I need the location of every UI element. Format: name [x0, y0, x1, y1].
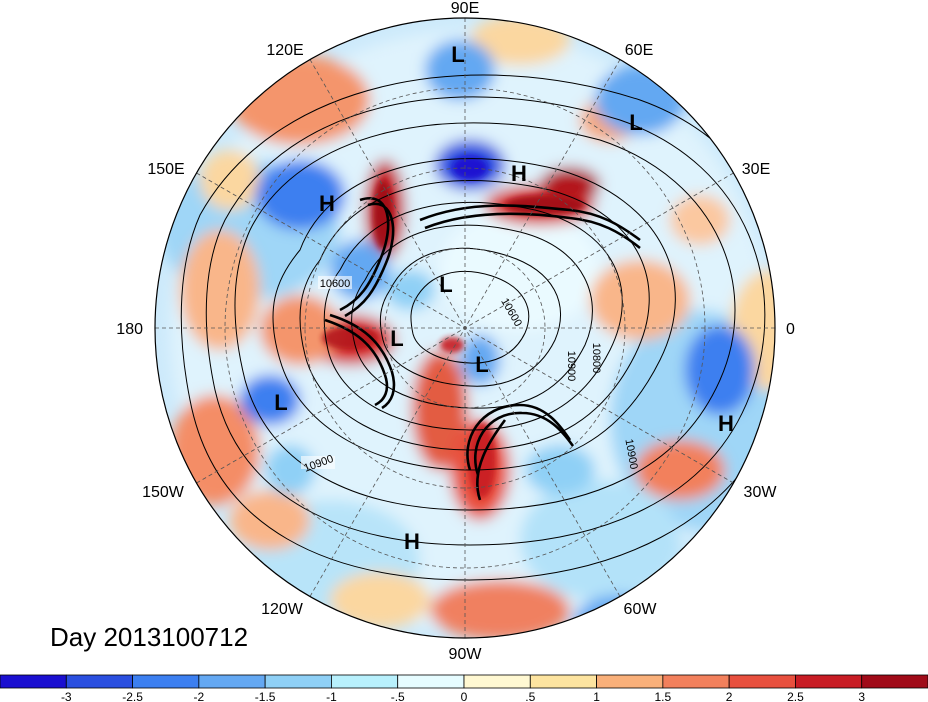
pressure-center-high: H	[511, 161, 527, 186]
colorbar-swatch	[728, 674, 796, 689]
colorbar-swatch	[662, 674, 730, 689]
colorbar-tick-label: 3	[858, 690, 865, 702]
colorbar-swatch	[0, 674, 67, 689]
jet-contours	[324, 197, 641, 501]
pressure-centers: L L H H L L L L H H	[274, 42, 734, 554]
longitude-labels: 90E 60E 30E 0 30W 60W 90W 120W 150W 180 …	[116, 0, 795, 663]
pressure-center-high: H	[319, 191, 335, 216]
colorbar-swatch	[463, 674, 531, 689]
lon-label-150w: 150W	[142, 484, 185, 501]
lon-label-30e: 30E	[742, 161, 770, 178]
contour-label: 10800	[590, 343, 602, 374]
colorbar-tick-label: .5	[525, 690, 535, 702]
colorbar-tick-label: 2.5	[787, 690, 804, 702]
colorbar-swatch	[65, 674, 133, 689]
graticule	[155, 18, 775, 638]
lon-label-0: 0	[786, 321, 795, 338]
colorbar-swatch	[397, 674, 465, 689]
colorbar-tick-label: 0	[461, 690, 468, 702]
contour-label: 10900	[622, 438, 639, 470]
pressure-center-high: H	[718, 411, 734, 436]
colorbar-tick-label: -.5	[391, 690, 405, 702]
lon-label-60w: 60W	[624, 601, 658, 618]
lon-label-150e: 150E	[147, 161, 184, 178]
colorbar-swatch	[596, 674, 664, 689]
pressure-center-low: L	[629, 110, 642, 135]
colorbar-tick-label: -1.5	[255, 690, 276, 702]
colorbar-tick-label: 2	[726, 690, 733, 702]
map-border	[154, 17, 776, 639]
colorbar-swatch	[529, 674, 597, 689]
lon-label-90w: 90W	[449, 646, 483, 663]
lon-label-120e: 120E	[266, 42, 303, 59]
contour-label: 10900	[565, 351, 577, 382]
colorbar-swatch	[132, 674, 200, 689]
day-title: Day 2013100712	[50, 622, 248, 652]
colorbar-swatch	[795, 674, 863, 689]
pressure-center-low: L	[274, 390, 287, 415]
colorbar-tick-label: 1.5	[655, 690, 672, 702]
colorbar: -3 -2.5 -2 -1.5 -1 -.5 0 .5 1 1.5 2 2.5 3	[0, 674, 928, 702]
lon-label-60e: 60E	[625, 42, 653, 59]
lon-label-180: 180	[116, 321, 143, 338]
lon-label-90e: 90E	[451, 0, 479, 17]
colorbar-swatches	[0, 674, 928, 689]
colorbar-tick-label: 1	[593, 690, 600, 702]
colorbar-labels: -3 -2.5 -2 -1.5 -1 -.5 0 .5 1 1.5 2 2.5 3	[61, 690, 865, 702]
colorbar-swatch	[331, 674, 399, 689]
anomaly-field	[155, 18, 775, 638]
polar-map	[154, 17, 776, 639]
pressure-center-low: L	[390, 326, 403, 351]
contour-label: 10600	[320, 278, 351, 290]
lon-label-30w: 30W	[744, 484, 778, 501]
lon-label-120w: 120W	[261, 601, 304, 618]
pressure-center-low: L	[451, 42, 464, 67]
colorbar-swatch	[861, 674, 928, 689]
colorbar-swatch	[264, 674, 332, 689]
colorbar-tick-label: -1	[326, 690, 337, 702]
contour-labels: 10600 10900 10900 10900 10800 10600	[301, 276, 640, 475]
pressure-center-high: H	[404, 529, 420, 554]
colorbar-swatch	[198, 674, 266, 689]
pressure-center-low: L	[475, 352, 488, 377]
colorbar-tick-label: -2.5	[122, 690, 143, 702]
colorbar-tick-label: -3	[61, 690, 72, 702]
pressure-center-low: L	[439, 272, 452, 297]
colorbar-tick-label: -2	[194, 690, 205, 702]
